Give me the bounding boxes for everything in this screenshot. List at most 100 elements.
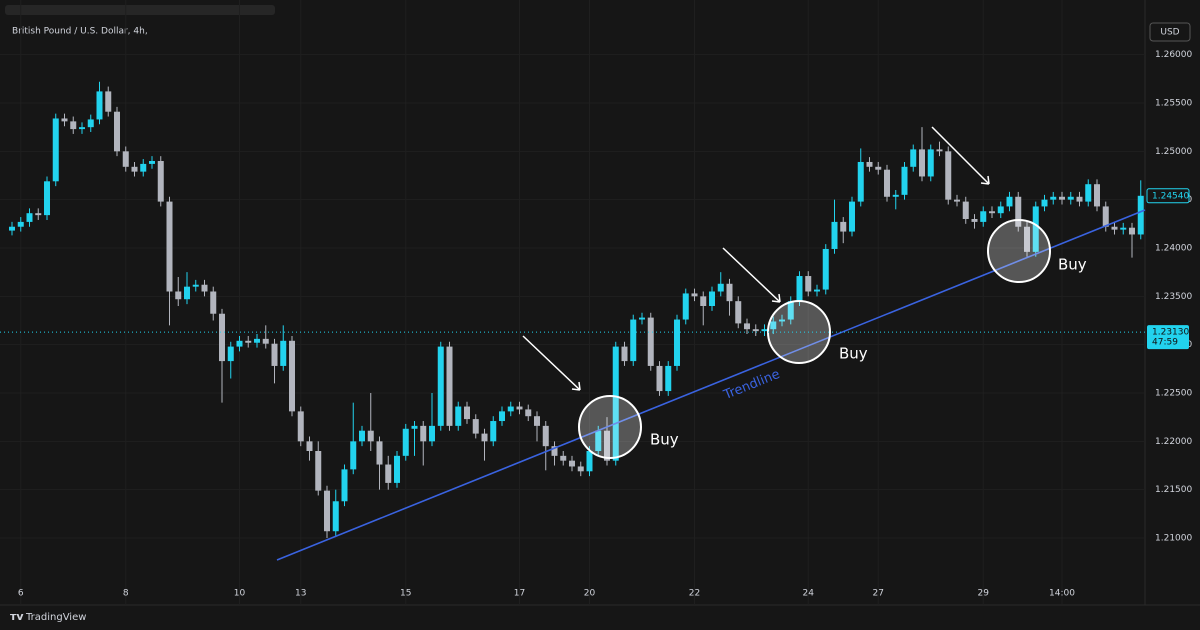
x-tick-label: 15 (400, 589, 411, 599)
candle-body (674, 319, 680, 366)
candle-body (429, 425, 435, 442)
candle-body (367, 430, 374, 442)
candle-body (805, 276, 812, 292)
candle-body (341, 469, 348, 502)
buy-circles (578, 219, 1051, 459)
candle-body (315, 451, 322, 491)
candle-body (96, 91, 103, 120)
candle-body (639, 317, 645, 320)
candle-body (262, 338, 269, 344)
candle-body (245, 340, 252, 343)
arrow (522, 335, 581, 391)
candle-body (621, 346, 628, 362)
candle-body (210, 291, 217, 314)
y-tick-label: 1.25000 (1155, 147, 1192, 157)
candle-body (656, 365, 663, 392)
candle-body (735, 301, 742, 324)
candle-body (1111, 226, 1118, 230)
last-price-box (1146, 188, 1190, 204)
candle-body (507, 406, 514, 412)
candle-body (709, 291, 715, 306)
candle-body (219, 313, 225, 362)
candle-body (280, 340, 287, 366)
x-tick-label: 13 (295, 589, 306, 599)
candle-body (289, 340, 295, 412)
candle-body (499, 411, 505, 422)
candle-body (604, 430, 610, 461)
arrow (931, 126, 990, 185)
candle-body (359, 430, 365, 442)
candle-body (297, 411, 304, 442)
candle-body (595, 430, 602, 451)
candle-body (752, 329, 759, 332)
candle-body (1050, 196, 1057, 200)
candle-body (1102, 206, 1109, 227)
candle-body (516, 406, 523, 410)
candle-body (70, 121, 77, 130)
candle-body (385, 464, 392, 483)
buy-label: Buy (1058, 256, 1087, 274)
y-tick-label: 1.24000 (1155, 244, 1192, 254)
candle-body (875, 166, 882, 170)
candle-body (114, 111, 120, 152)
candle-body (131, 166, 138, 172)
candle-body (586, 451, 593, 472)
candle-body (192, 284, 199, 287)
y-tick-label: 1.26000 (1155, 50, 1192, 60)
candle-body (394, 455, 400, 483)
candle-body (997, 206, 1004, 214)
x-tick-label: 8 (123, 589, 129, 599)
x-tick-label: 27 (873, 589, 884, 599)
candle-body (420, 425, 427, 442)
x-tick-label: 10 (234, 589, 246, 599)
top-bar (5, 5, 275, 15)
candle-body (612, 346, 619, 461)
candle-body (796, 276, 803, 302)
candle-body (1094, 184, 1100, 207)
candle-body (630, 319, 637, 362)
candle-body (534, 416, 540, 426)
candle-body (52, 118, 59, 182)
candle-body (455, 406, 462, 426)
candle-body (402, 428, 409, 456)
candle-body (560, 455, 567, 461)
candle-body (184, 286, 190, 300)
candle-body (44, 181, 50, 216)
candle-body (569, 460, 575, 467)
candle-body (437, 346, 444, 426)
candle-body (481, 433, 488, 442)
axis: 1.210001.215001.220001.225001.230001.235… (0, 50, 1192, 599)
x-tick-label: 22 (689, 589, 700, 599)
candle-body (1024, 226, 1030, 252)
candle-body (892, 194, 899, 197)
candle-body (446, 346, 453, 426)
candle-body (175, 291, 182, 300)
buy-label: Buy (650, 431, 679, 449)
chart-title: British Pound / U.S. Dollar, 4h, (12, 27, 148, 37)
candle-body (149, 161, 155, 164)
candle-body (17, 221, 24, 227)
candle-body (1032, 206, 1039, 252)
candle-body (9, 226, 15, 231)
candle-body (744, 323, 750, 330)
candle-body (787, 301, 794, 320)
candle-body (1085, 184, 1092, 202)
candle-body (157, 161, 164, 202)
candle-body (35, 213, 42, 216)
candle-body (927, 149, 934, 177)
candle-body (691, 293, 698, 297)
candle-body (324, 490, 330, 532)
candle-body (814, 289, 820, 292)
candle-body (831, 221, 838, 249)
x-tick-label: 6 (18, 589, 24, 599)
candle-body (647, 317, 654, 366)
candle-body (525, 409, 532, 417)
x-tick-label: 14:00 (1049, 589, 1075, 599)
candle-body (411, 425, 418, 429)
candle-body (227, 346, 234, 362)
candle-body (717, 283, 724, 292)
buy-circle (578, 395, 642, 459)
logo-mark: ᴛᴠ (10, 610, 24, 623)
x-tick-label: 29 (978, 589, 990, 599)
